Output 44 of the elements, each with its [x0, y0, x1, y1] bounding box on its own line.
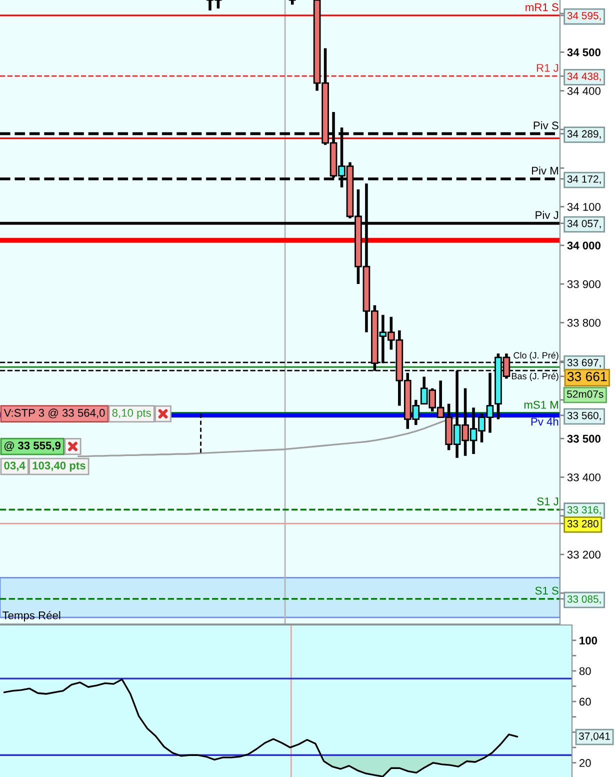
y-tick-label: 33 661	[567, 372, 607, 382]
y-tick-label: 34 057,	[567, 220, 601, 228]
y-tick-label: 33 560,	[567, 412, 601, 420]
y-tick-label: 34 500	[567, 48, 600, 56]
line-series	[3, 678, 518, 777]
ref-line-label: Bas (J. Pré)	[512, 372, 558, 382]
ref-line-label: mR1 S	[526, 3, 558, 12]
y-tick-label: 33 500	[567, 434, 600, 443]
annotation: V:STP 3 @ 33 564,0	[4, 408, 105, 418]
y-tick-label: 33 200	[567, 550, 600, 559]
ref-line-label: S1 S	[535, 586, 558, 595]
y-tick-label: 60	[580, 698, 591, 706]
y-tick-label: 33 400	[567, 473, 600, 482]
y-tick-label: 34 438,	[567, 72, 601, 82]
annotation: 03,4	[4, 462, 26, 472]
y-tick-label: 20	[580, 759, 591, 767]
text: 37,041	[579, 732, 610, 742]
annotation: 103,40 pts	[32, 462, 86, 472]
ref-line-label: Piv M	[532, 166, 558, 175]
y-tick-label: 100	[580, 636, 598, 644]
ref-line-label: Clo (J. Pré)	[514, 352, 558, 360]
y-tick-label: 34 289,	[567, 130, 601, 139]
y-tick-label: 34 595,	[567, 12, 601, 21]
annotation: @ 33 555,9	[4, 441, 61, 452]
ref-line-label: Piv J	[536, 210, 558, 220]
ref-line-label: R1 J	[536, 64, 558, 72]
y-tick-label: 33 280	[567, 520, 598, 528]
text: 52m07s	[567, 390, 604, 398]
y-tick-label: 34 000	[567, 242, 600, 250]
y-tick-label: 33 900	[567, 280, 600, 288]
annotation: Temps Réel	[2, 611, 60, 622]
ref-line-label: S1 J	[537, 497, 558, 506]
y-tick-label: 33 697,	[567, 358, 601, 368]
y-tick-label: 34 400	[567, 87, 600, 95]
ref-line-label: Pv 4h	[531, 417, 558, 426]
y-tick-label: 34 172,	[567, 175, 601, 184]
y-tick-label: 33 085,	[567, 595, 601, 604]
y-tick-label: 80	[579, 667, 591, 676]
ref-line-label: Piv S	[534, 121, 558, 130]
y-tick-label: 33 316,	[567, 506, 601, 515]
y-tick-label: 34 100	[567, 202, 600, 211]
ref-line-label: mS1 M	[524, 400, 558, 409]
annotation: 8,10 pts	[112, 408, 151, 419]
y-tick-label: 33 800	[567, 318, 600, 327]
